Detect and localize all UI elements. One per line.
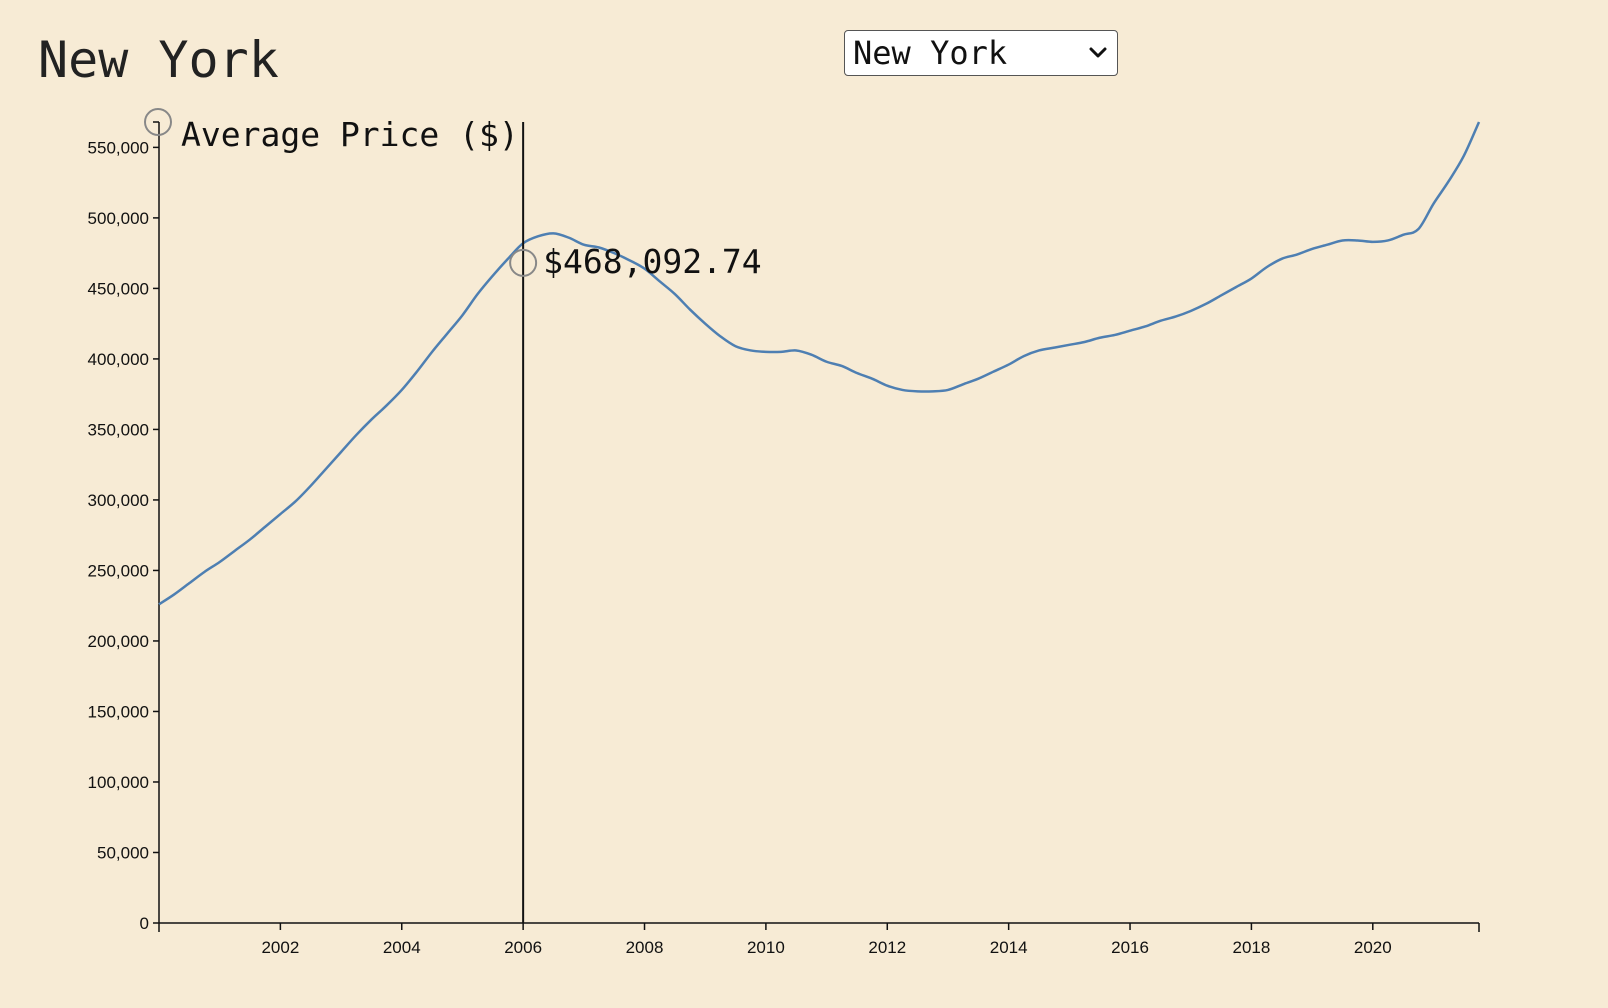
- x-tick-label: 2014: [990, 938, 1028, 957]
- y-tick-label: 300,000: [88, 491, 149, 510]
- chevron-down-icon: [1087, 42, 1109, 64]
- x-tick-label: 2002: [261, 938, 299, 957]
- x-tick-label: 2006: [504, 938, 542, 957]
- y-tick-label: 150,000: [88, 702, 149, 721]
- y-tick-label: 100,000: [88, 773, 149, 792]
- x-tick-label: 2010: [747, 938, 785, 957]
- x-tick-label: 2018: [1232, 938, 1270, 957]
- hover-marker: [509, 248, 538, 277]
- y-tick-label: 350,000: [88, 420, 149, 439]
- y-axis-label: Average Price ($): [181, 115, 519, 154]
- x-tick-label: 2012: [868, 938, 906, 957]
- axis-top-marker: [144, 108, 172, 136]
- series-line-average-price: [158, 121, 1481, 606]
- x-tick-label: 2016: [1111, 938, 1149, 957]
- city-select[interactable]: New York: [844, 30, 1118, 76]
- x-tick-label: 2020: [1354, 938, 1392, 957]
- y-tick-label: 0: [140, 914, 149, 933]
- y-tick-label: 450,000: [88, 279, 149, 298]
- y-tick-label: 200,000: [88, 632, 149, 651]
- y-tick-label: 50,000: [97, 843, 149, 862]
- city-select-value: New York: [853, 34, 1008, 72]
- y-tick-label: 250,000: [88, 561, 149, 580]
- x-axis: 2002 2004 2006 2008 2010 2012 2014 2016 2018 2020: [158, 922, 1480, 957]
- y-tick-label: 500,000: [88, 209, 149, 228]
- y-tick-label: 400,000: [88, 350, 149, 369]
- tooltip-value: $468,092.74: [543, 242, 762, 281]
- y-tick-label: 550,000: [88, 138, 149, 157]
- page-title: New York: [38, 31, 279, 89]
- y-axis: 0 50,000 100,000 150,000 200,000 250,000 300,0…: [88, 121, 160, 933]
- x-tick-label: 2008: [626, 938, 664, 957]
- x-tick-label: 2004: [383, 938, 421, 957]
